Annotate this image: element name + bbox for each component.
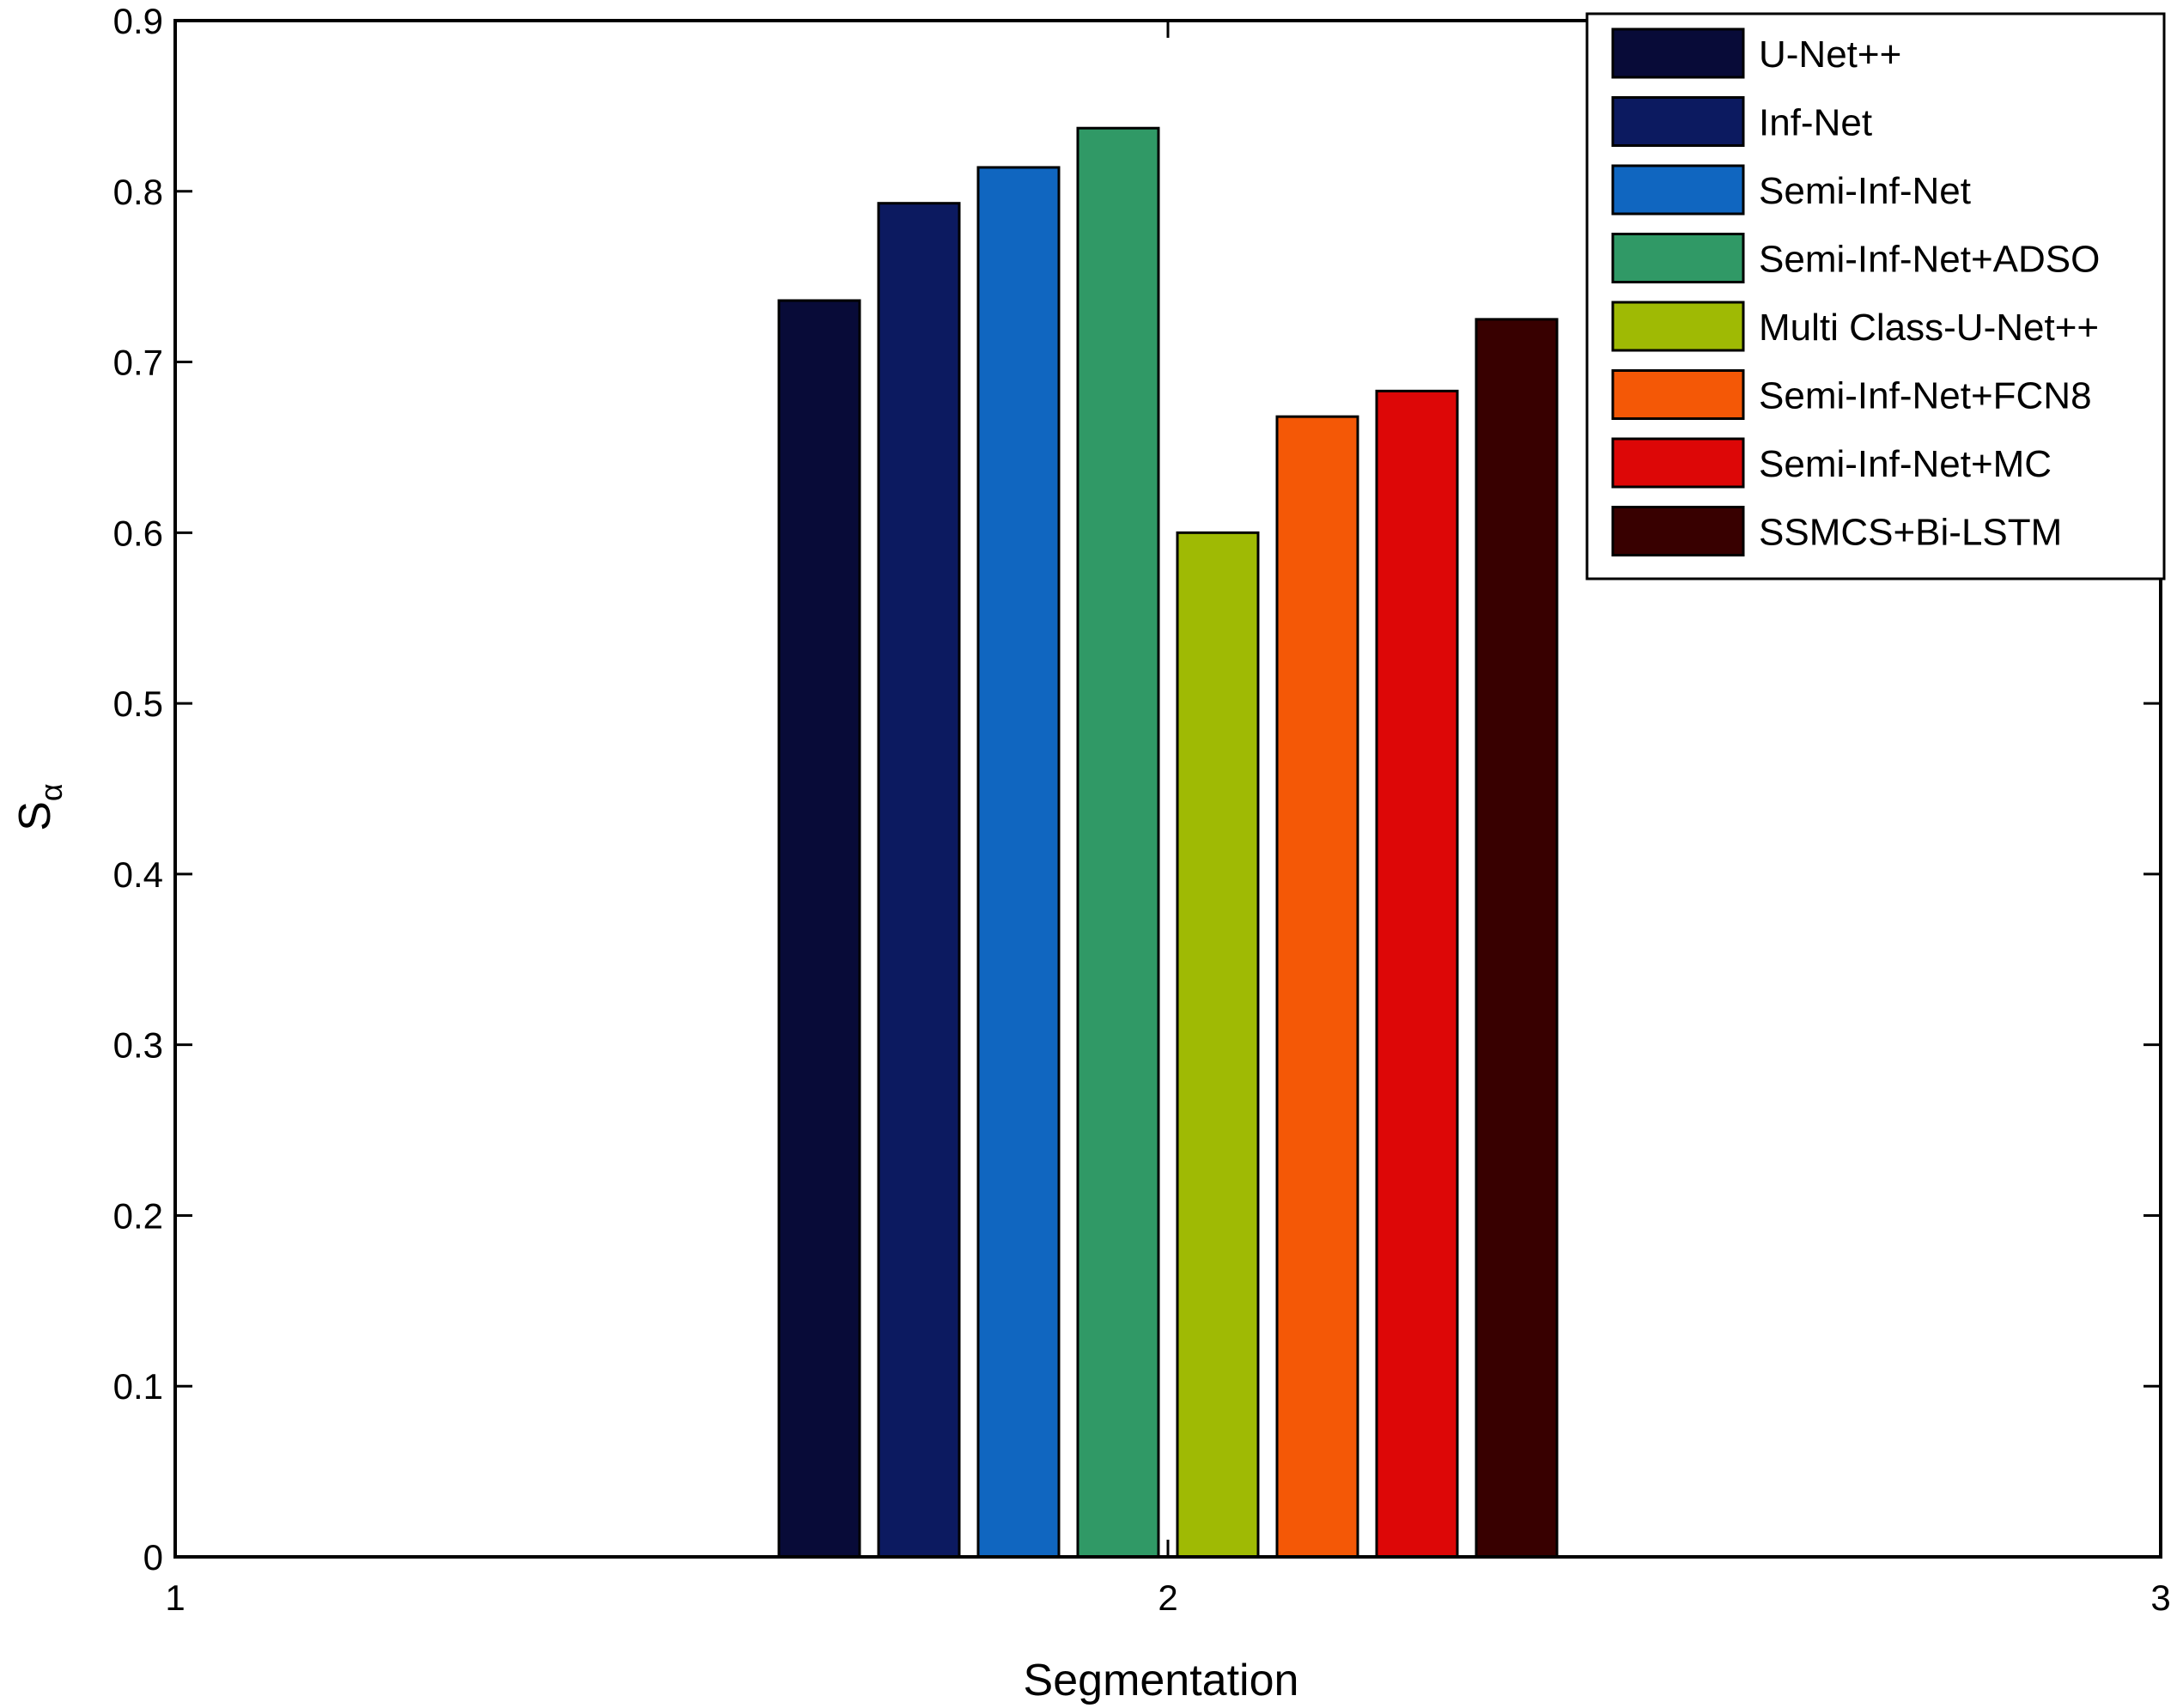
legend: U-Net++ Inf-Net Semi-Inf-Net Semi-Inf-Net+A… — [1585, 12, 2166, 580]
legend-label-u-net: U-Net++ — [1759, 33, 1901, 76]
y-tick-label: 0 — [143, 1537, 163, 1577]
y-tick-label: 0.3 — [113, 1025, 163, 1066]
bar-inf-net — [877, 202, 961, 1559]
legend-label-ssmcs-bi-lstm: SSMCS+Bi-LSTM — [1759, 512, 2062, 554]
y-axis-title: Sα — [10, 783, 69, 831]
y-tick-label: 0.9 — [113, 1, 163, 41]
bar-semi-inf-net — [976, 166, 1061, 1559]
bars-group — [777, 126, 1559, 1559]
ticks-group: 0 0.1 0.2 0.3 0.4 0.5 0.6 0.7 0.8 0.9 1 2 3 — [113, 1, 2171, 1618]
y-tick-label: 0.8 — [113, 172, 163, 212]
legend-swatch-semi-inf-net-mc — [1611, 437, 1745, 489]
bar-multi-class-u-net — [1176, 531, 1260, 1559]
bar-semi-inf-net-adso — [1076, 126, 1160, 1559]
legend-label-inf-net: Inf-Net — [1759, 102, 1872, 144]
legend-swatch-u-net — [1611, 27, 1745, 79]
legend-swatch-semi-inf-net-adso — [1611, 233, 1745, 283]
y-tick-label: 0.1 — [113, 1366, 163, 1407]
legend-label-semi-inf-net-mc: Semi-Inf-Net+MC — [1759, 443, 2052, 485]
bar-ssmcs-bi-lstm — [1475, 318, 1559, 1559]
legend-label-semi-inf-net: Semi-Inf-Net — [1759, 170, 1971, 212]
bar-u-net — [777, 299, 861, 1559]
x-tick-label: 2 — [1158, 1577, 1177, 1618]
x-axis-title: Segmentation — [1024, 1656, 1299, 1705]
y-tick-label: 0.7 — [113, 343, 163, 383]
legend-swatch-ssmcs-bi-lstm — [1611, 506, 1745, 556]
x-tick-label: 3 — [2150, 1577, 2170, 1618]
y-tick-label: 0.4 — [113, 854, 163, 895]
legend-swatch-semi-inf-net — [1611, 164, 1745, 216]
y-tick-label: 0.5 — [113, 684, 163, 724]
bar-semi-inf-net-fcn8 — [1275, 415, 1359, 1559]
axes-box — [173, 19, 2162, 1559]
x-tick-label: 1 — [165, 1577, 185, 1618]
y-axis-title-main: S — [10, 801, 60, 831]
legend-label-multi-class-u-net: Multi Class-U-Net++ — [1759, 307, 2099, 349]
y-tick-label: 0.6 — [113, 513, 163, 553]
legend-swatch-multi-class-u-net — [1611, 301, 1745, 352]
legend-swatch-semi-inf-net-fcn8 — [1611, 369, 1745, 420]
y-tick-label: 0.2 — [113, 1195, 163, 1236]
y-axis-title-subscript: α — [33, 783, 69, 801]
legend-swatch-inf-net — [1611, 96, 1745, 147]
bar-semi-inf-net-mc — [1375, 389, 1459, 1559]
legend-label-semi-inf-net-adso: Semi-Inf-Net+ADSO — [1759, 239, 2100, 281]
legend-label-semi-inf-net-fcn8: Semi-Inf-Net+FCN8 — [1759, 375, 2092, 417]
